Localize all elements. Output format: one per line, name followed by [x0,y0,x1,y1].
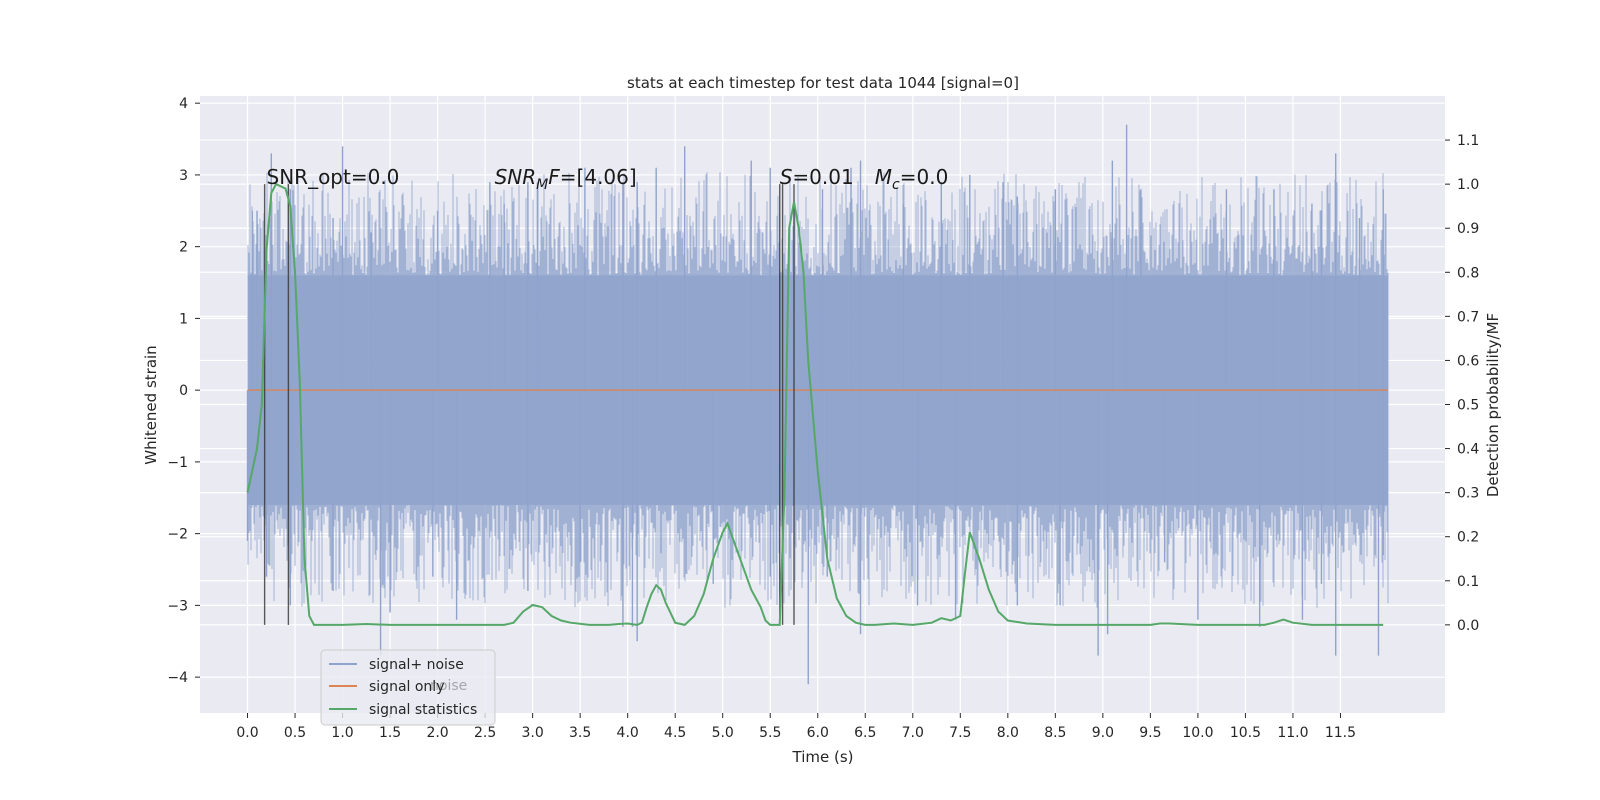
annotation-text: SNR_opt=0.0 [267,165,400,189]
annotation-text: Mc=0.0 [875,165,949,193]
annotation-text: S=0.01 [780,165,854,189]
x-tick-label: 4.0 [617,725,639,741]
y-left-tick-label: −2 [167,527,188,543]
x-tick-label: 4.5 [664,725,686,741]
annotations: SNR_opt=0.0 SNRMF=[4.06] S=0.01 Mc=0.0 [267,165,949,193]
y-right-tick-label: 1.0 [1457,177,1479,193]
x-tick-label: 5.5 [759,725,781,741]
y-left-tick-label: 1 [179,311,188,327]
y-right-tick-label: 0.9 [1457,221,1479,237]
x-tick-label: 8.5 [1044,725,1066,741]
x-tick-label: 3.5 [569,725,591,741]
y-right-tick-label: 0.7 [1457,309,1479,325]
x-tick-label: 11.0 [1277,725,1308,741]
y-left-tick-label: −4 [167,670,188,686]
x-tick-label: 9.5 [1139,725,1161,741]
legend: noise signal+ noise signal only signal s… [320,649,496,726]
x-tick-label: 1.0 [331,725,353,741]
x-tick-label: 2.0 [426,725,448,741]
y-right-tick-label: 0.3 [1457,486,1479,502]
y-right-tick-label: 1.1 [1457,133,1479,149]
y-left-tick-label: 2 [179,240,188,256]
signal-statistics-line [246,182,1384,626]
y-left-tick-label: −3 [167,598,188,614]
signal-statistics-series [246,182,1384,626]
y-right-tick-label: 0.2 [1457,530,1479,546]
x-tick-label: 6.5 [854,725,876,741]
y-right-axis-ticks: 0.0 0.1 0.2 0.3 0.4 0.5 0.6 0.7 0.8 0.9 1.0 1.1 [1445,133,1479,634]
x-axis-ticks: 0.0 0.5 1.0 1.5 2.0 2.5 3.0 3.5 4.0 4.5 5.0 5.5 6.0 6… [236,713,1356,741]
y-right-axis-label: Detection probability/MF [1484,313,1502,497]
x-tick-label: 2.5 [474,725,496,741]
x-tick-label: 10.5 [1230,725,1261,741]
y-right-tick-label: 0.0 [1457,618,1479,634]
legend-label-signal-only: signal only [369,679,444,695]
y-right-tick-label: 0.8 [1457,265,1479,281]
x-tick-label: 3.0 [522,725,544,741]
y-left-tick-label: 3 [179,168,188,184]
y-left-tick-label: 4 [179,96,188,112]
x-tick-label: 7.5 [949,725,971,741]
y-right-tick-label: 0.4 [1457,442,1479,458]
legend-label-signal-statistics: signal statistics [369,702,477,718]
x-tick-label: 10.0 [1182,725,1213,741]
x-tick-label: 1.5 [379,725,401,741]
y-right-tick-label: 0.5 [1457,398,1479,414]
chart-title: stats at each timestep for test data 104… [627,74,1019,92]
x-tick-label: 8.0 [997,725,1019,741]
y-left-axis-label: Whitened strain [142,345,160,464]
x-tick-label: 6.0 [807,725,829,741]
y-left-axis-ticks: −4 −3 −2 −1 0 1 2 3 4 [167,96,200,686]
y-right-tick-label: 0.1 [1457,574,1479,590]
x-tick-label: 11.5 [1325,725,1356,741]
x-tick-label: 0.5 [284,725,306,741]
legend-label-signal-noise: signal+ noise [369,657,464,673]
y-left-tick-label: 0 [179,383,188,399]
x-axis-label: Time (s) [792,748,854,766]
legend-box [320,649,496,726]
legend-overlap-text: noise [430,678,467,694]
annotation-text: SNRMF=[4.06] [495,165,637,193]
x-tick-label: 7.0 [902,725,924,741]
x-tick-label: 9.0 [1092,725,1114,741]
y-left-tick-label: −1 [167,455,188,471]
x-tick-label: 0.0 [236,725,258,741]
x-tick-label: 5.0 [712,725,734,741]
y-right-tick-label: 0.6 [1457,353,1479,369]
